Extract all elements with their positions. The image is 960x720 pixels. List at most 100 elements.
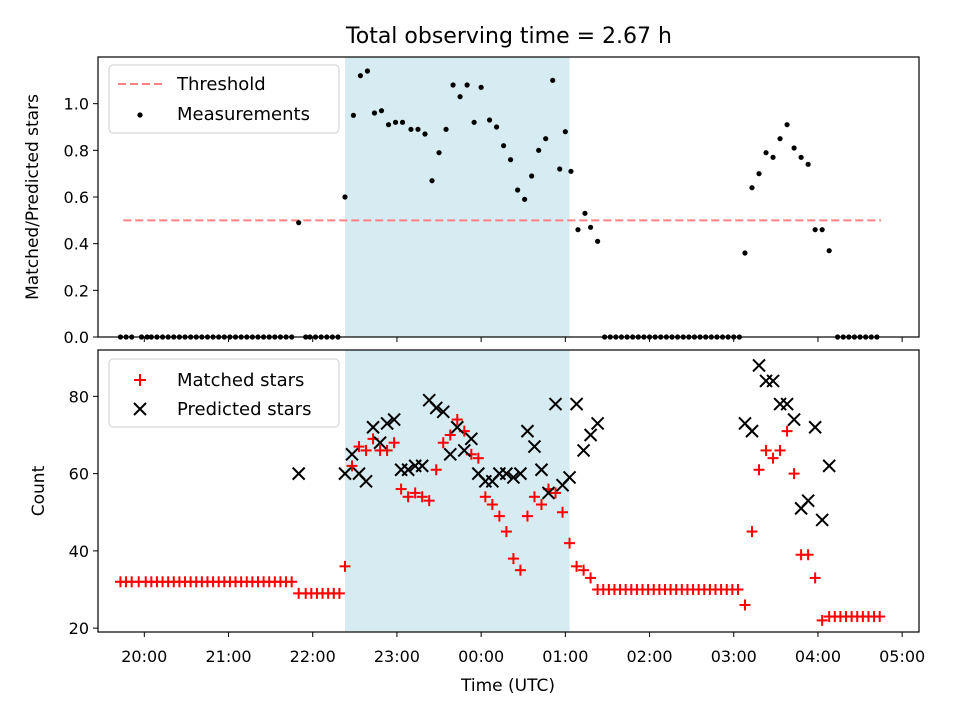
predicted-star-point bbox=[808, 420, 822, 434]
predicted-star-point bbox=[429, 401, 443, 415]
measurement-point bbox=[471, 119, 477, 125]
bottom-plot-frame bbox=[97, 349, 920, 633]
matched-star-point bbox=[500, 526, 512, 538]
top-y-axis: 0.0 0.2 0.4 0.6 0.8 1.0 bbox=[64, 95, 98, 347]
matched-star-point bbox=[486, 499, 498, 511]
measurement-point bbox=[493, 124, 500, 130]
matched-star-point bbox=[550, 487, 562, 499]
matched-star-point bbox=[353, 441, 365, 453]
matched-star-point bbox=[451, 414, 463, 426]
measurement-point bbox=[378, 108, 385, 114]
matched-star-point bbox=[585, 572, 597, 584]
matched-star-point bbox=[557, 506, 569, 518]
matched-star-point bbox=[286, 576, 298, 588]
top-y-axis-label: Matched/Predicted stars bbox=[23, 94, 43, 300]
matched-star-point bbox=[578, 564, 590, 576]
bottom-highlight-span bbox=[345, 350, 570, 632]
measurement-point bbox=[550, 77, 556, 83]
bottom-panel: 20 40 60 80 20:00 21:00 22:00 23:00 00:00 01:00 0… bbox=[29, 349, 925, 696]
top-x-ticks bbox=[143, 337, 903, 342]
predicted-star-point bbox=[443, 447, 457, 462]
measurement-point bbox=[819, 227, 825, 233]
matched-star-point bbox=[333, 587, 345, 599]
bottom-legend: Matched stars Predicted stars bbox=[108, 358, 340, 428]
matched-star-point bbox=[430, 464, 442, 476]
predicted-star-point bbox=[366, 420, 380, 434]
x-tick-label: 04:00 bbox=[795, 647, 841, 666]
measurement-point bbox=[500, 143, 507, 149]
measurement-point bbox=[784, 122, 790, 128]
top-highlight-span bbox=[345, 57, 570, 337]
bottom-y-axis-label: Count bbox=[29, 465, 49, 516]
matched-star-point bbox=[360, 444, 372, 456]
matched-star-point bbox=[802, 549, 814, 561]
measurement-point bbox=[364, 68, 371, 74]
predicted-star-point bbox=[401, 463, 415, 477]
matched-star-point bbox=[514, 564, 526, 576]
matched-star-point bbox=[381, 444, 393, 456]
x-tick-label: 01:00 bbox=[542, 647, 588, 666]
matched-star-point bbox=[760, 444, 772, 456]
measurement-point bbox=[450, 82, 456, 88]
measurement-point bbox=[763, 150, 769, 156]
measurement-point bbox=[415, 126, 421, 132]
x-tick-label: 21:00 bbox=[205, 647, 251, 666]
measurement-point bbox=[770, 154, 776, 160]
measurement-point bbox=[515, 187, 521, 193]
y-tick-label: 1.0 bbox=[64, 95, 89, 114]
x-tick-label: 02:00 bbox=[626, 647, 672, 666]
top-panel: Total observing time = 2.67 h 0.00.20.40… bbox=[23, 24, 920, 347]
predicted-star-point bbox=[562, 470, 577, 485]
predicted-star-point bbox=[450, 420, 464, 434]
predicted-star-point bbox=[590, 416, 605, 431]
measurement-point bbox=[805, 161, 811, 167]
predicted-star-point bbox=[291, 466, 306, 481]
predicted-star-point bbox=[506, 470, 521, 485]
measurement-point bbox=[588, 224, 594, 230]
bottom-predicted-points bbox=[291, 358, 836, 527]
matched-star-point bbox=[746, 526, 758, 538]
measurement-point bbox=[529, 173, 535, 179]
x-tick-label: 23:00 bbox=[374, 647, 420, 666]
predicted-star-point bbox=[815, 513, 829, 527]
x-tick-label: 00:00 bbox=[458, 647, 504, 666]
y-tick-label: 20 bbox=[69, 619, 89, 638]
top-legend: Threshold Measurements bbox=[108, 64, 340, 134]
matched-star-point bbox=[409, 487, 421, 499]
matched-star-point bbox=[753, 464, 765, 476]
measurement-point bbox=[522, 196, 528, 202]
predicted-star-point bbox=[752, 358, 766, 373]
predicted-star-point bbox=[576, 443, 591, 458]
measurement-point bbox=[399, 119, 406, 125]
x-tick-label: 22:00 bbox=[290, 647, 336, 666]
matched-star-point bbox=[732, 584, 744, 596]
matched-star-point bbox=[809, 572, 821, 584]
x-axis-label: Time (UTC) bbox=[460, 676, 555, 696]
top-legend-box bbox=[108, 64, 340, 134]
predicted-star-point bbox=[745, 424, 759, 438]
predicted-star-point bbox=[787, 412, 801, 427]
matched-star-point bbox=[402, 491, 414, 503]
measurement-point bbox=[595, 238, 601, 244]
matched-star-point bbox=[564, 537, 576, 549]
predicted-star-point bbox=[338, 466, 352, 481]
x-tick-label: 20:00 bbox=[121, 647, 167, 666]
measurement-point bbox=[742, 250, 748, 256]
measurement-point bbox=[508, 157, 514, 163]
predicted-star-point bbox=[534, 463, 549, 477]
matched-star-point bbox=[781, 425, 793, 437]
matched-star-point bbox=[535, 499, 547, 511]
predicted-star-point bbox=[780, 397, 794, 411]
measurement-point bbox=[392, 119, 399, 125]
measurement-point bbox=[568, 168, 574, 174]
measurement-point bbox=[777, 136, 783, 142]
measurement-point bbox=[543, 136, 549, 142]
y-tick-label: 0.6 bbox=[64, 188, 89, 207]
measurement-point bbox=[429, 178, 435, 184]
predicted-star-point bbox=[436, 405, 450, 419]
measurement-point bbox=[422, 131, 428, 137]
predicted-star-point bbox=[520, 424, 535, 438]
measurement-point bbox=[436, 150, 442, 156]
matched-star-point bbox=[816, 614, 828, 626]
